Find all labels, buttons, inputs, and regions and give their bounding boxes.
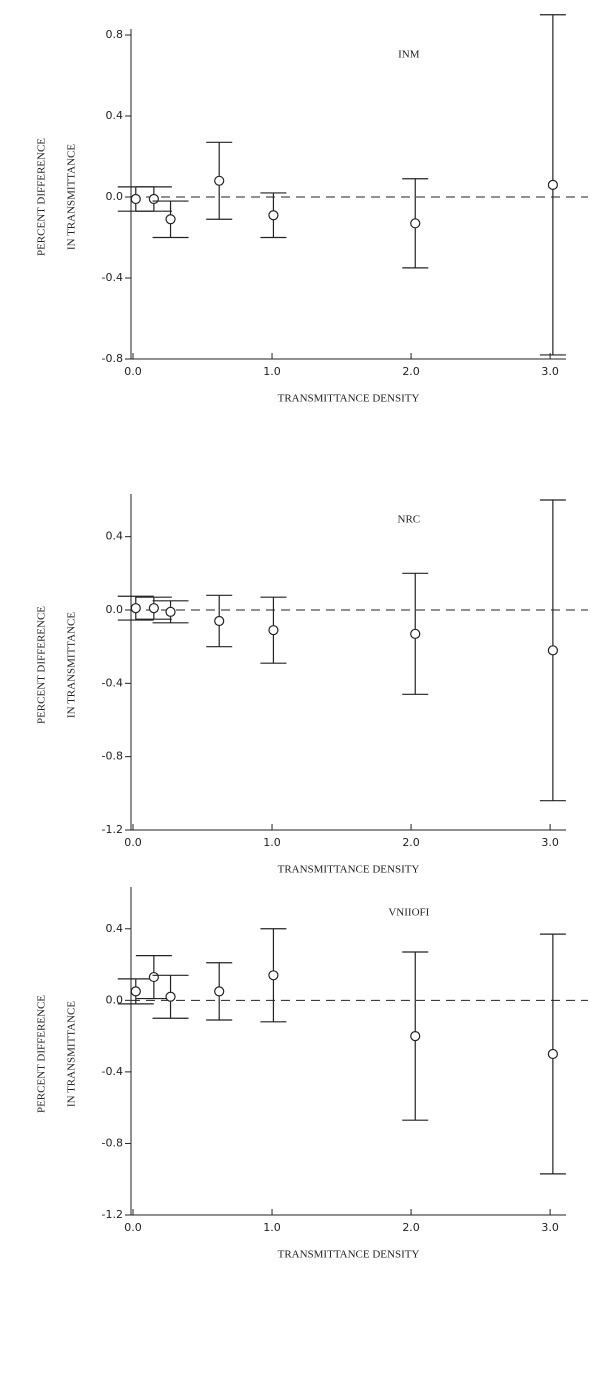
y-axis-label: PERCENT DIFFERENCE xyxy=(36,138,48,256)
x-axis-label: TRANSMITTANCE DENSITY xyxy=(278,1249,420,1261)
point xyxy=(165,214,176,225)
point xyxy=(410,1031,421,1042)
point xyxy=(130,193,141,205)
point xyxy=(547,1048,558,1060)
y-tick-label: -0.4 xyxy=(102,676,123,689)
x-tick-label: 1.0 xyxy=(263,1221,281,1234)
y-tick-label: 0.0 xyxy=(106,190,124,203)
x-tick-label: 2.0 xyxy=(402,1221,420,1234)
x-tick-label: 0.0 xyxy=(124,365,142,378)
y-tick-label: 0.0 xyxy=(106,603,124,616)
y-tick-label: -0.4 xyxy=(102,1065,123,1078)
point xyxy=(268,970,279,981)
x-tick-label: 2.0 xyxy=(402,836,420,849)
point xyxy=(165,991,176,1002)
y-tick-label: -0.4 xyxy=(102,271,123,284)
point xyxy=(214,615,225,627)
point xyxy=(165,606,176,617)
y-tick-label: 0.4 xyxy=(106,922,124,935)
y-axis-label: IN TRANSMITTANCE xyxy=(66,612,78,718)
point xyxy=(214,175,225,186)
y-axis-label: PERCENT DIFFERENCE xyxy=(36,995,48,1113)
y-tick-label: 0.4 xyxy=(106,109,124,122)
point xyxy=(268,210,279,221)
chart-title: VNIIOFI xyxy=(388,907,429,919)
point xyxy=(148,603,159,614)
chart-title: INM xyxy=(398,49,420,61)
point xyxy=(547,179,558,190)
point xyxy=(214,986,225,997)
chart-title: NRC xyxy=(398,514,421,526)
point xyxy=(148,193,159,205)
x-tick-label: 3.0 xyxy=(541,836,559,849)
point xyxy=(268,625,279,636)
y-axis-label: PERCENT DIFFERENCE xyxy=(36,606,48,724)
x-tick-label: 3.0 xyxy=(541,365,559,378)
y-tick-label: -0.8 xyxy=(102,1136,123,1149)
x-tick-label: 1.0 xyxy=(263,365,281,378)
x-tick-label: 1.0 xyxy=(263,836,281,849)
y-axis-label: IN TRANSMITTANCE xyxy=(66,144,78,250)
point xyxy=(130,603,141,614)
y-tick-label: 0.8 xyxy=(106,28,124,41)
x-tick-label: 0.0 xyxy=(124,1221,142,1234)
x-axis-label: TRANSMITTANCE DENSITY xyxy=(278,393,420,405)
y-tick-label: -1.2 xyxy=(102,823,123,836)
point xyxy=(547,645,558,656)
y-tick-label: -0.8 xyxy=(102,750,123,763)
x-axis-label: TRANSMITTANCE DENSITY xyxy=(278,864,420,876)
point xyxy=(148,971,159,983)
y-tick-label: 0.4 xyxy=(106,530,124,543)
x-tick-label: 0.0 xyxy=(124,836,142,849)
point xyxy=(410,218,421,229)
x-tick-label: 2.0 xyxy=(402,365,420,378)
y-axis-label: IN TRANSMITTANCE xyxy=(66,1001,78,1107)
point xyxy=(130,986,141,997)
point xyxy=(410,628,421,639)
y-tick-label: 0.0 xyxy=(106,993,124,1006)
x-tick-label: 3.0 xyxy=(541,1221,559,1234)
y-tick-label: -0.8 xyxy=(102,352,123,365)
y-tick-label: -1.2 xyxy=(102,1208,123,1221)
